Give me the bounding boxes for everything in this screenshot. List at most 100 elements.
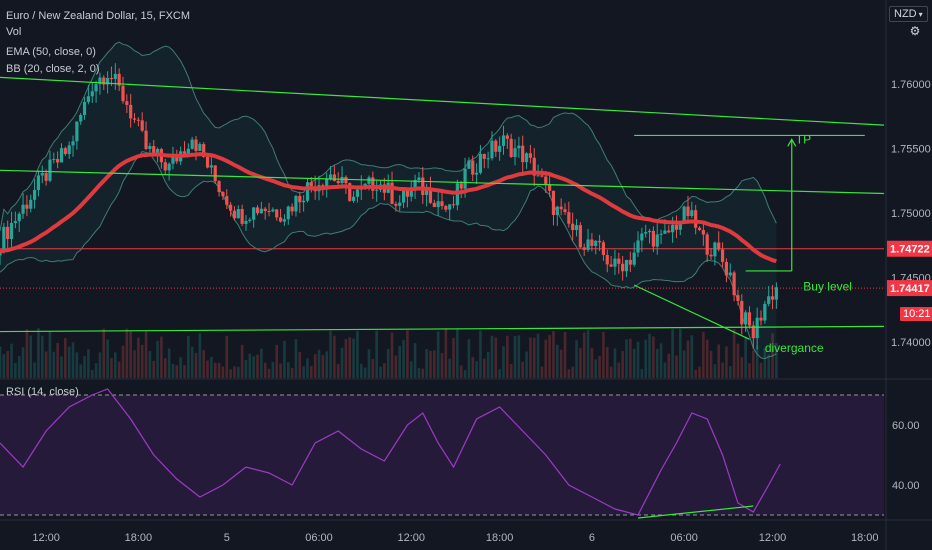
candle: [655, 234, 659, 247]
volume-bar: [725, 346, 728, 378]
candle: [125, 101, 129, 105]
volume-bar: [379, 366, 382, 378]
candle: [163, 162, 167, 171]
candle: [605, 254, 609, 265]
candle: [517, 145, 521, 149]
price-label: 1.74417: [890, 283, 930, 295]
candle: [340, 176, 344, 184]
volume-bar: [317, 349, 321, 378]
candle: [52, 159, 56, 161]
volume-bar: [152, 360, 156, 378]
candle: [628, 259, 632, 265]
volume-bar: [417, 368, 421, 378]
time-tick-label: 12:00: [32, 532, 60, 544]
volume-bar: [494, 337, 498, 378]
candle: [747, 312, 752, 326]
volume-bar: [617, 362, 621, 378]
candle: [567, 212, 571, 224]
candle: [9, 223, 14, 240]
candle: [305, 182, 310, 201]
volume-bar: [2, 354, 6, 378]
volume-bar: [394, 355, 398, 378]
volume-bar: [160, 336, 163, 378]
candle: [417, 177, 421, 181]
volume-bar: [467, 339, 471, 378]
candle: [371, 177, 375, 191]
candle: [209, 165, 213, 168]
price-tick-label: 1.76000: [891, 79, 931, 91]
volume-bar: [486, 351, 490, 378]
volume-bar: [744, 336, 747, 378]
trendline: [633, 284, 750, 340]
gear-icon[interactable]: ⚙: [909, 24, 921, 38]
candle: [263, 208, 267, 212]
candle: [98, 77, 102, 85]
volume-bar: [321, 354, 325, 378]
symbol-title[interactable]: Euro / New Zealand Dollar, 15, FXCM: [6, 10, 191, 22]
volume-bar: [675, 355, 678, 378]
volume-bar: [517, 335, 521, 378]
volume-bar: [648, 333, 651, 378]
trendline: [0, 325, 885, 333]
candle: [2, 226, 6, 252]
volume-legend[interactable]: Vol: [6, 26, 22, 38]
candle: [344, 176, 348, 184]
ema-line: [0, 152, 777, 264]
candle: [25, 204, 29, 209]
volume-bar: [171, 364, 175, 378]
rsi-trendline: [637, 505, 754, 519]
candle: [217, 181, 221, 193]
volume-bar: [540, 366, 544, 378]
volume-bar: [409, 361, 413, 378]
time-tick-label: 12:00: [397, 532, 425, 544]
volume-bar: [48, 331, 52, 378]
volume-bar: [179, 357, 182, 378]
rsi-legend[interactable]: RSI (14, close): [6, 386, 79, 398]
volume-bar: [275, 345, 279, 378]
volume-bar: [298, 351, 302, 378]
volume-bar: [532, 337, 536, 378]
volume-bar: [590, 348, 594, 378]
candle: [44, 173, 48, 181]
volume-bar: [529, 337, 532, 378]
volume-bar: [609, 366, 613, 378]
candle: [728, 272, 732, 276]
bollinger-legend[interactable]: BB (20, close, 2, 0): [6, 63, 100, 75]
candle: [152, 146, 156, 153]
time-tick-label: 6: [589, 532, 595, 544]
volume-bar: [452, 337, 455, 378]
volume-bar: [313, 354, 317, 378]
candle: [148, 146, 152, 149]
volume-bar: [233, 366, 236, 378]
volume-bar: [236, 366, 240, 378]
candle: [667, 230, 671, 233]
volume-bar: [506, 335, 509, 378]
rsi-band: [0, 395, 884, 515]
candle: [121, 85, 125, 102]
candle: [321, 185, 325, 187]
candle: [467, 160, 471, 169]
candle: [367, 177, 371, 184]
volume-bar: [256, 354, 259, 378]
candle: [29, 199, 33, 209]
candle: [532, 157, 536, 176]
volume-bar: [736, 343, 740, 378]
candle: [48, 159, 52, 181]
volume-bar: [229, 369, 232, 378]
candle: [540, 175, 544, 177]
candle: [705, 234, 709, 255]
volume-bar: [605, 346, 609, 378]
trendline: [0, 169, 885, 195]
candle: [717, 242, 721, 250]
volume-bar: [598, 356, 601, 378]
volume-bar: [667, 353, 671, 378]
currency-selector[interactable]: NZD ▾: [889, 6, 928, 22]
volume-bar: [190, 346, 194, 378]
volume-bar: [663, 362, 667, 378]
candle: [744, 312, 748, 325]
candle: [571, 223, 575, 231]
candle: [770, 296, 775, 300]
ema-legend[interactable]: EMA (50, close, 0): [6, 46, 96, 58]
candle: [363, 183, 367, 186]
